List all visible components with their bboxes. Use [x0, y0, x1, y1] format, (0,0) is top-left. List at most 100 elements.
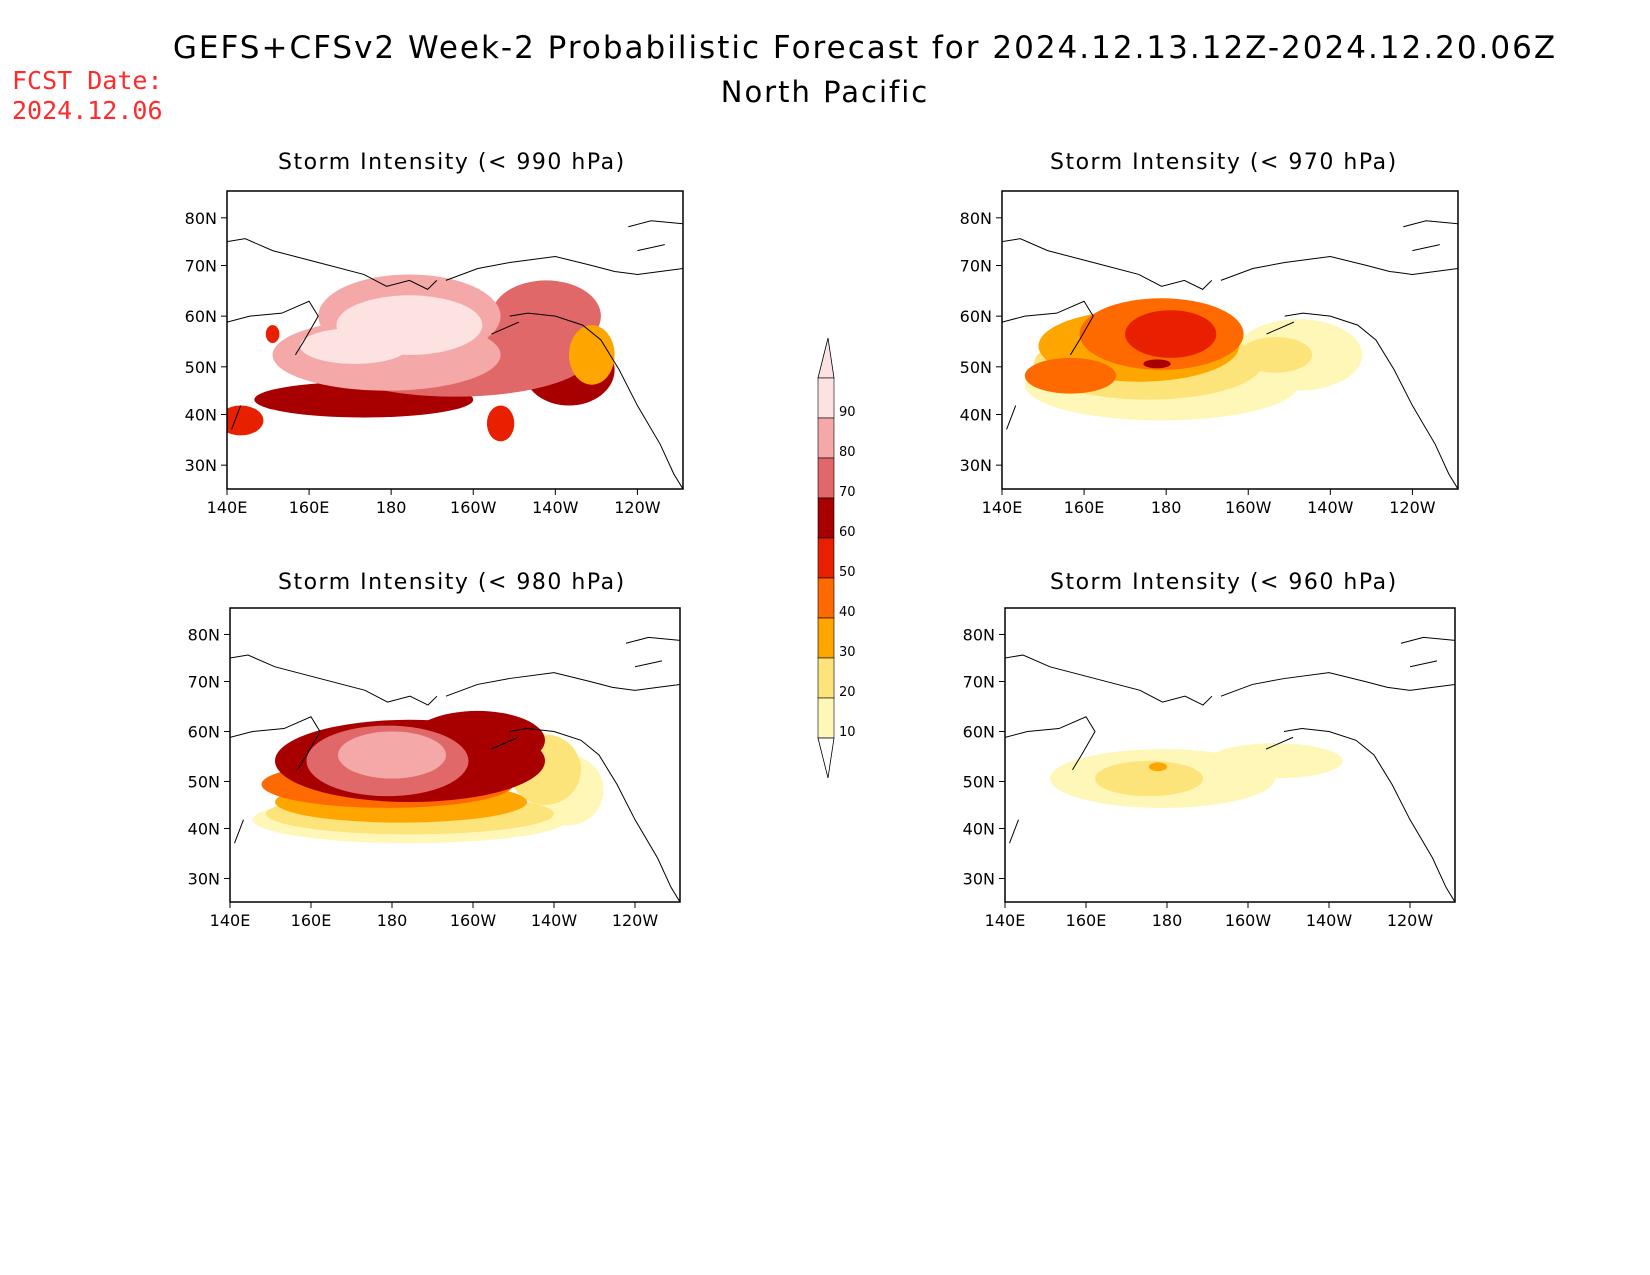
- colorbar-label: 20: [839, 685, 856, 700]
- lat-label: 60N: [963, 722, 995, 741]
- lon-label: 160W: [1225, 911, 1272, 930]
- coastline-segment: [1284, 312, 1458, 489]
- colorbar-swatch-40: [817, 577, 835, 619]
- coastline-segment: [445, 672, 680, 697]
- prob-region-60: [1143, 359, 1171, 369]
- colorbar-swatch-80: [817, 417, 835, 459]
- prob-region-30: [569, 325, 615, 385]
- coastline-segment: [1283, 728, 1455, 902]
- lat-label: 50N: [188, 772, 220, 791]
- panel-title-990: Storm Intensity (< 990 hPa): [278, 150, 626, 175]
- lon-label: 140W: [532, 498, 579, 517]
- lat-label: 40N: [960, 406, 992, 425]
- lon-label: 140E: [985, 911, 1026, 930]
- lon-label: 140W: [531, 911, 578, 930]
- colorbar-swatch-50: [817, 537, 835, 579]
- lon-label: 180: [1151, 498, 1182, 517]
- lon-label: 140E: [207, 498, 248, 517]
- coastline-segment: [227, 238, 438, 290]
- lon-label: 180: [376, 498, 407, 517]
- colorbar-label: 60: [839, 525, 856, 540]
- coastline-segment: [625, 636, 680, 644]
- panel-title-980: Storm Intensity (< 980 hPa): [278, 570, 626, 595]
- colorbar-label: 80: [839, 445, 856, 460]
- probability-field-980: [252, 710, 604, 844]
- probability-field-970: [1024, 298, 1363, 421]
- lat-label: 50N: [960, 358, 992, 377]
- prob-region-80: [338, 731, 446, 779]
- coastline-segment: [508, 728, 680, 902]
- fcst-date: 2024.12.06: [12, 96, 163, 125]
- prob-region-70: [491, 280, 601, 352]
- coastline-segment: [230, 654, 438, 706]
- lat-label: 60N: [960, 307, 992, 326]
- coastline-segment: [1403, 220, 1458, 228]
- map-frame-990: [226, 190, 684, 490]
- coastline-segment: [1400, 636, 1455, 644]
- colorbar-swatch-20: [817, 657, 835, 699]
- map-panel-960: 140E 160E 180 160W 140W 120W 80N 70N 60N 50N 40N 30…: [963, 607, 1456, 930]
- map-frame-980: [229, 607, 681, 903]
- lat-label: 80N: [188, 625, 220, 644]
- colorbar-label: 70: [839, 485, 856, 500]
- lat-label: 60N: [188, 722, 220, 741]
- colorbar-top-cap: [817, 337, 835, 379]
- lat-label: 30N: [960, 456, 992, 475]
- probability-field-960: [1050, 743, 1343, 808]
- lon-label: 120W: [1387, 911, 1434, 930]
- lat-label: 30N: [185, 456, 217, 475]
- lon-label: 120W: [612, 911, 659, 930]
- lon-label: 160W: [450, 498, 497, 517]
- lon-label: 140W: [1306, 911, 1353, 930]
- lat-label: 50N: [963, 772, 995, 791]
- coastline-segment: [1220, 256, 1458, 281]
- coastline-segment: [628, 220, 683, 228]
- coastline-segment: [1265, 736, 1294, 750]
- coastline-segment: [1409, 660, 1438, 668]
- coastline-segment: [634, 660, 663, 668]
- figure-subtitle: North Pacific: [720, 75, 930, 109]
- colorbar-label: 90: [839, 405, 856, 420]
- colorbar-swatch-10: [817, 697, 835, 739]
- coastline-980: [230, 636, 680, 902]
- coastline-segment: [509, 312, 683, 489]
- lon-label: 180: [1152, 911, 1183, 930]
- coastline-segment: [1002, 300, 1094, 356]
- lat-label: 70N: [960, 257, 992, 276]
- coastline-990: [227, 220, 683, 489]
- lon-label: 160W: [1225, 498, 1272, 517]
- prob-region-10: [1207, 743, 1343, 779]
- colorbar-swatch-90: [817, 377, 835, 419]
- lon-label: 140W: [1307, 498, 1354, 517]
- colorbar-label: 40: [839, 605, 856, 620]
- lat-label: 80N: [960, 209, 992, 228]
- lon-label: 160E: [291, 911, 332, 930]
- lat-label: 80N: [963, 625, 995, 644]
- panel-title-960: Storm Intensity (< 960 hPa): [1050, 570, 1398, 595]
- coastline-segment: [1006, 405, 1017, 430]
- coastline-segment: [227, 300, 319, 356]
- prob-region-50: [486, 405, 515, 442]
- lon-label: 160E: [1064, 498, 1105, 517]
- coastline-segment: [230, 716, 321, 770]
- colorbar-bottom-cap: [817, 737, 835, 779]
- coastline-segment: [1005, 654, 1213, 706]
- prob-region-90: [299, 328, 410, 364]
- lon-label: 140E: [982, 498, 1023, 517]
- coastline-segment: [1005, 716, 1096, 770]
- colorbar: 10 20 30 40 50 60 70 80 90: [817, 337, 856, 779]
- lat-label: 40N: [188, 820, 220, 839]
- coastline-segment: [490, 736, 519, 750]
- lat-label: 70N: [188, 673, 220, 692]
- prob-region-20: [1239, 337, 1313, 373]
- fcst-label: FCST Date:: [12, 66, 163, 95]
- coastline-segment: [1266, 321, 1295, 335]
- coastline-960: [1005, 636, 1455, 902]
- coastline-segment: [445, 256, 683, 281]
- lat-label: 70N: [185, 257, 217, 276]
- probability-field-990: [227, 274, 615, 442]
- lat-label: 80N: [185, 209, 217, 228]
- lon-label: 160E: [289, 498, 330, 517]
- colorbar-swatch-30: [817, 617, 835, 659]
